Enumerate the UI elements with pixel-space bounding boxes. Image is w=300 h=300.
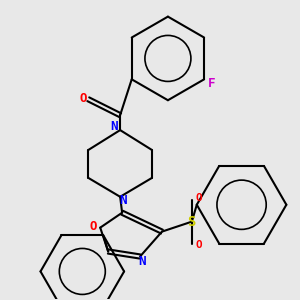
Text: F: F <box>208 77 215 90</box>
Text: N: N <box>119 194 126 207</box>
Text: N: N <box>138 255 145 268</box>
Text: S: S <box>188 215 196 229</box>
Text: O: O <box>89 220 97 232</box>
Text: O: O <box>196 193 202 203</box>
Text: O: O <box>79 92 87 105</box>
Text: O: O <box>196 240 202 250</box>
Text: N: N <box>110 120 118 133</box>
